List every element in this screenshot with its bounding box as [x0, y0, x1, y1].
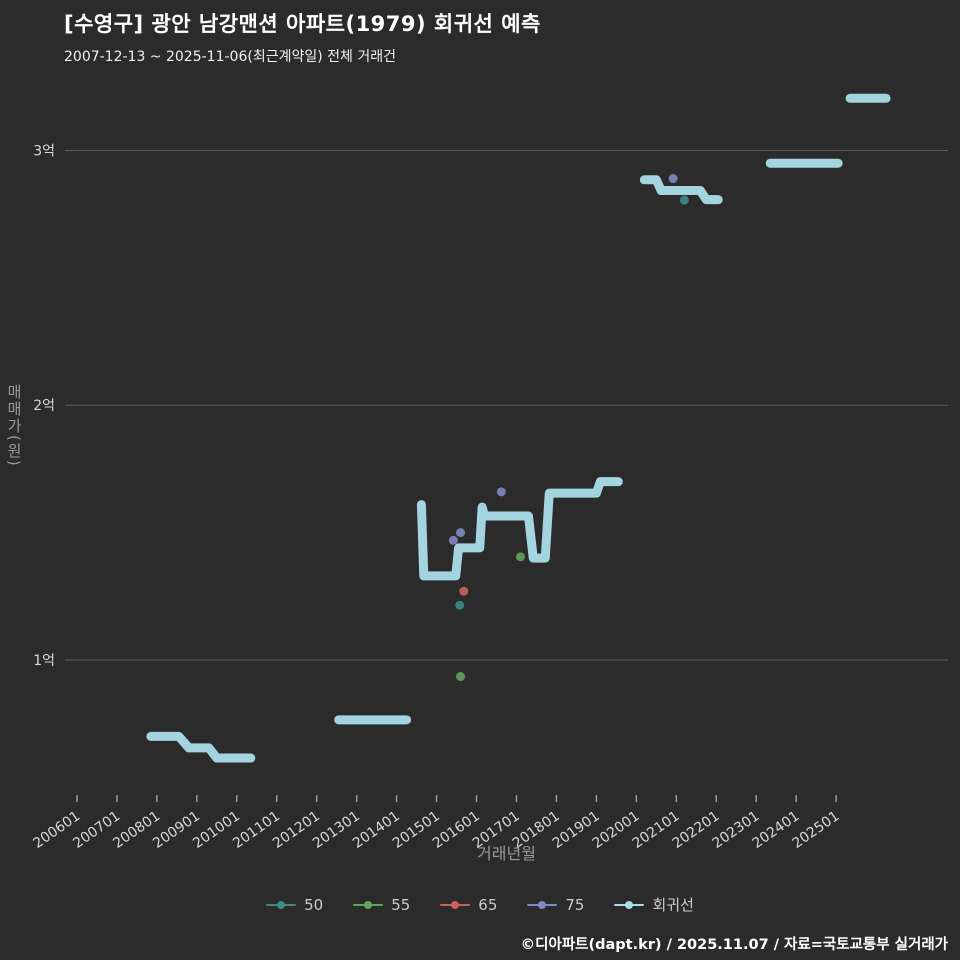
legend-label: 회귀선 [652, 896, 694, 914]
y-tick-label: 1억 [33, 653, 55, 669]
page-subtitle: 2007-12-13 ~ 2025-11-06(최근계약일) 전체 거래건 [64, 49, 396, 65]
legend-label: 50 [304, 895, 324, 914]
y-tick-label: 3억 [33, 143, 55, 159]
scatter-point-75[interactable] [448, 535, 458, 545]
legend-label: 75 [565, 895, 585, 914]
scatter-point-75[interactable] [496, 487, 506, 497]
scatter-point-50[interactable] [679, 195, 689, 205]
legend-marker-icon [353, 898, 384, 912]
regression-line [146, 731, 256, 763]
legend-marker-icon [614, 898, 645, 912]
scatter-point-65[interactable] [459, 586, 469, 596]
legend-marker-icon [266, 898, 297, 912]
y-tick-label: 2억 [33, 398, 55, 414]
legend-item-55[interactable]: 55 [353, 896, 410, 914]
legend-item-65[interactable]: 65 [440, 896, 497, 914]
legend-item-50[interactable]: 50 [266, 896, 323, 914]
regression-line [416, 477, 623, 581]
legend-label: 65 [478, 895, 498, 914]
footer-credit: ©디아파트(dapt.kr) / 2025.11.07 / 자료=국토교통부 실… [520, 937, 948, 953]
page-title: [수영구] 광안 남강맨션 아파트(1979) 회귀선 예측 [64, 12, 541, 36]
regression-line [639, 175, 723, 205]
legend-item-75[interactable]: 75 [527, 896, 584, 914]
scatter-point-55[interactable] [515, 552, 525, 562]
legend-marker-icon [440, 898, 471, 912]
legend-item-회귀선[interactable]: 회귀선 [614, 894, 694, 915]
legend-marker-icon [527, 898, 558, 912]
legend-label: 55 [391, 895, 411, 914]
legend: 50 55 65 75 회귀선 [0, 894, 960, 915]
scatter-point-75[interactable] [668, 174, 678, 184]
scatter-point-50[interactable] [455, 600, 465, 610]
y-axis-title: 매매가(원) [5, 384, 23, 468]
chart-plot-area: 1억2억3억2006012007012008012009012010012011… [30, 93, 948, 852]
x-axis-title: 거래년월 [477, 844, 536, 863]
scatter-point-55[interactable] [456, 672, 466, 682]
scatter-point-75[interactable] [456, 528, 466, 538]
